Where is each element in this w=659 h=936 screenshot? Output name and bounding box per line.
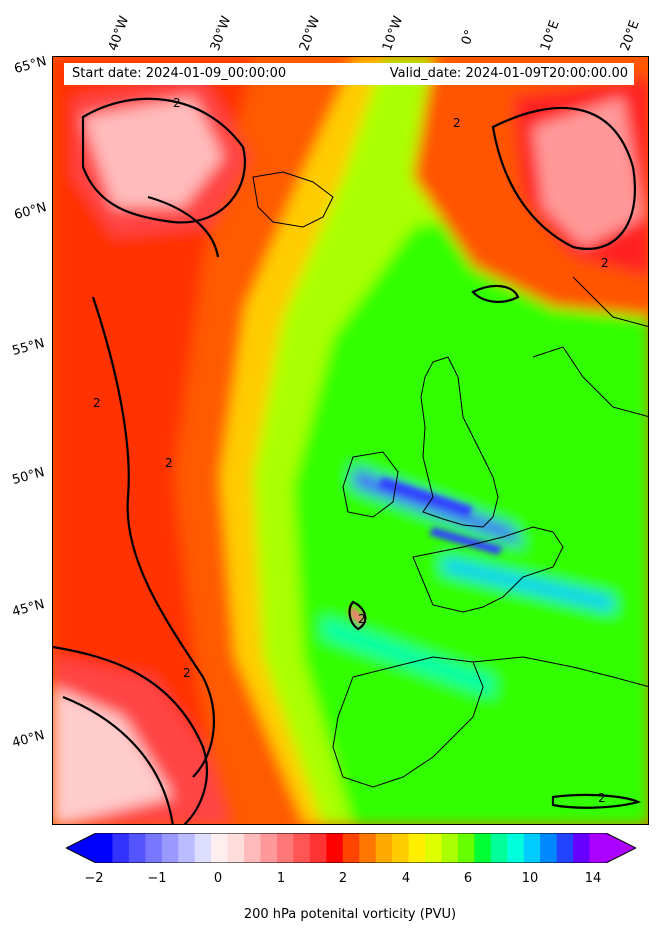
colorbar-segment bbox=[227, 833, 245, 863]
colorbar-segment bbox=[112, 833, 130, 863]
colorbar-tick: 4 bbox=[401, 871, 411, 886]
lat-label-65n: 65°N bbox=[12, 54, 49, 77]
contour-label: 2 bbox=[601, 256, 609, 270]
lon-label-40w: 40°W bbox=[105, 14, 133, 53]
contour-label: 2 bbox=[93, 396, 101, 410]
colorbar-segment bbox=[507, 833, 525, 863]
colorbar-segment bbox=[474, 833, 492, 863]
colorbar-segment bbox=[425, 833, 442, 863]
colorbar-tick: 1 bbox=[276, 871, 286, 886]
contour-label: 2 bbox=[173, 96, 181, 110]
colorbar-label: 200 hPa potenital vorticity (PVU) bbox=[243, 907, 457, 922]
colorbar-segment bbox=[490, 833, 508, 863]
colorbar-segment bbox=[211, 833, 229, 863]
colorbar-segment bbox=[540, 833, 558, 863]
colorbar-tick: −1 bbox=[147, 871, 167, 886]
colorbar-segment bbox=[408, 833, 426, 863]
colorbar-segment bbox=[194, 833, 212, 863]
colorbar-segment bbox=[556, 833, 574, 863]
colorbar-tick: 10 bbox=[521, 871, 539, 886]
colorbar-segment bbox=[573, 833, 591, 863]
lat-label-60n: 60°N bbox=[12, 200, 49, 223]
contour-label: 2 bbox=[453, 116, 461, 130]
colorbar-tick: 14 bbox=[584, 871, 602, 886]
lon-label-10e: 10°E bbox=[537, 18, 563, 53]
pv-field-graphic: 2 2 2 2 2 2 2 2 bbox=[53, 57, 648, 824]
colorbar-segment bbox=[326, 833, 344, 863]
valid-date-text: Valid_date: 2024-01-09T20:00:00.00 bbox=[389, 66, 628, 81]
coastlines bbox=[252, 171, 648, 788]
colorbar-segment bbox=[589, 833, 607, 863]
colorbar-segment bbox=[375, 833, 393, 863]
colorbar bbox=[64, 832, 638, 864]
lon-label-10w: 10°W bbox=[379, 14, 407, 53]
colorbar-segment bbox=[293, 833, 311, 863]
colorbar-segment bbox=[457, 833, 475, 863]
colorbar-graphic bbox=[64, 832, 638, 864]
contour-label: 2 bbox=[598, 791, 606, 805]
colorbar-segment bbox=[128, 833, 146, 863]
colorbar-segment bbox=[392, 833, 410, 863]
lat-label-45n: 45°N bbox=[10, 597, 47, 620]
lat-label-50n: 50°N bbox=[10, 465, 47, 488]
colorbar-segment bbox=[276, 833, 294, 863]
colorbar-segment bbox=[523, 833, 541, 863]
contour-label: 2 bbox=[165, 456, 173, 470]
colorbar-tick: 2 bbox=[338, 871, 348, 886]
colorbar-tick: −2 bbox=[84, 871, 104, 886]
colorbar-tick: 0 bbox=[213, 871, 223, 886]
contour-labels: 2 2 2 2 2 2 2 2 bbox=[93, 96, 609, 805]
colorbar-segment bbox=[244, 833, 262, 863]
contour-label: 2 bbox=[358, 612, 366, 626]
colorbar-segment bbox=[161, 833, 179, 863]
colorbar-segment bbox=[145, 833, 163, 863]
colorbar-segment bbox=[96, 833, 113, 863]
colorbar-segment bbox=[441, 833, 459, 863]
lon-label-0: 0° bbox=[458, 27, 479, 47]
lat-label-55n: 55°N bbox=[10, 336, 47, 359]
colorbar-segment bbox=[260, 833, 278, 863]
pv-2-contours bbox=[53, 97, 642, 824]
colorbar-extend-max bbox=[606, 833, 636, 863]
colorbar-segment bbox=[178, 833, 196, 863]
colorbar-segment bbox=[309, 833, 327, 863]
date-info-box: Start date: 2024-01-09_00:00:00 Valid_da… bbox=[64, 63, 634, 85]
colorbar-extend-min bbox=[66, 833, 96, 863]
colorbar-segment bbox=[359, 833, 377, 863]
colorbar-segment bbox=[342, 833, 360, 863]
lon-label-30w: 30°W bbox=[207, 14, 235, 53]
start-date-text: Start date: 2024-01-09_00:00:00 bbox=[72, 66, 287, 81]
lat-label-40n: 40°N bbox=[10, 728, 47, 751]
pv-map: 2 2 2 2 2 2 2 2 bbox=[52, 56, 649, 825]
contour-label: 2 bbox=[183, 666, 191, 680]
lon-label-20w: 20°W bbox=[296, 14, 324, 53]
lon-label-20e: 20°E bbox=[617, 18, 643, 53]
colorbar-tick: 6 bbox=[463, 871, 473, 886]
